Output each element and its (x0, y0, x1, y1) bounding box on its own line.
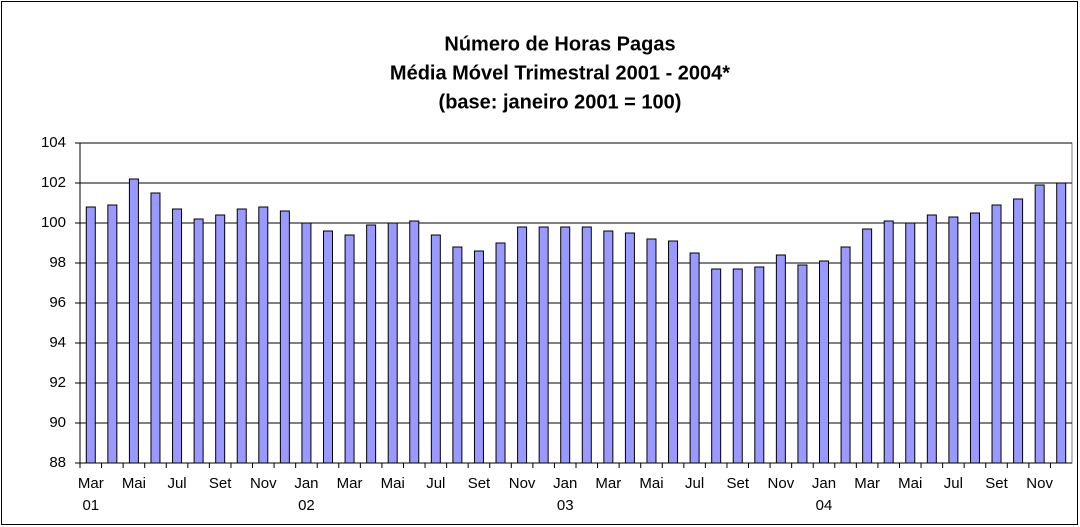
y-tick-label: 90 (49, 414, 66, 431)
bar (1013, 198, 1024, 464)
x-tick-label: Mar (78, 475, 104, 492)
bar (279, 210, 290, 464)
bar (711, 268, 722, 464)
bar (538, 226, 549, 464)
bar (85, 206, 96, 464)
chart-title: Número de Horas Pagas (444, 33, 675, 55)
bar (452, 246, 463, 464)
bar (689, 252, 700, 464)
x-tick-label: Jul (944, 475, 963, 492)
bar (517, 226, 528, 464)
chart-subtitle: Média Móvel Trimestral 2001 - 2004* (390, 62, 730, 84)
bar (387, 222, 398, 464)
bar (128, 178, 139, 464)
x-tick-label: Mar (595, 475, 621, 492)
y-tick-label: 94 (49, 334, 66, 351)
bar (797, 264, 808, 464)
bar (150, 192, 161, 464)
bar (969, 212, 980, 464)
x-tick-label: Jul (167, 475, 186, 492)
x-tick-label: Set (985, 475, 1008, 492)
bar (775, 254, 786, 464)
bar (193, 218, 204, 464)
bar (991, 204, 1002, 464)
x-tick-label: Mai (898, 475, 922, 492)
bar (236, 208, 247, 464)
bar (819, 260, 829, 464)
x-tick-label: Jul (685, 475, 704, 492)
x-tick-label: 03 (557, 497, 574, 514)
bar (1056, 182, 1067, 464)
bar (603, 230, 614, 464)
chart-subtitle: (base: janeiro 2001 = 100) (439, 91, 682, 113)
y-tick-label: 98 (49, 254, 66, 271)
x-tick-label: Jan (812, 475, 836, 492)
x-tick-label: Nov (1026, 475, 1053, 492)
y-tick-label: 102 (41, 174, 66, 191)
bar (560, 226, 571, 464)
bar (409, 220, 420, 464)
bar (344, 234, 355, 464)
bar (948, 216, 959, 464)
bar (215, 214, 226, 464)
x-tick-label: Mai (639, 475, 663, 492)
x-tick-label: Set (468, 475, 491, 492)
x-tick-label: Jan (553, 475, 577, 492)
bar (366, 224, 377, 464)
bar (926, 214, 937, 464)
x-tick-label: Nov (509, 475, 536, 492)
bar (754, 266, 765, 464)
bar (172, 208, 183, 464)
x-tick-label: Set (726, 475, 749, 492)
x-tick-label: 01 (82, 497, 99, 514)
x-tick-label: Mai (381, 475, 405, 492)
bar (883, 220, 894, 464)
bar (1034, 184, 1045, 464)
bar (323, 230, 333, 464)
y-tick-label: 104 (41, 134, 66, 151)
x-tick-label: Nov (768, 475, 795, 492)
bar (905, 222, 916, 464)
bar (862, 228, 873, 464)
y-tick-label: 88 (49, 454, 66, 471)
y-tick-label: 96 (49, 294, 66, 311)
bar (732, 268, 743, 464)
bar (107, 204, 118, 464)
x-tick-label: Mar (337, 475, 363, 492)
x-tick-label: Mai (122, 475, 146, 492)
x-tick-label: Nov (250, 475, 277, 492)
bar (581, 226, 592, 464)
y-tick-label: 100 (41, 214, 66, 231)
bar (840, 246, 851, 464)
y-tick-label: 92 (49, 374, 66, 391)
bar (473, 250, 484, 464)
bar (646, 238, 657, 464)
x-tick-label: Jan (294, 475, 318, 492)
x-tick-label: 02 (298, 497, 315, 514)
bar (668, 240, 679, 464)
bar (495, 242, 506, 464)
bar (258, 206, 269, 464)
bar (624, 232, 635, 464)
x-tick-label: Jul (426, 475, 445, 492)
bar (430, 234, 441, 464)
x-tick-label: 04 (816, 497, 833, 514)
bar (301, 222, 312, 464)
x-tick-label: Mar (854, 475, 880, 492)
x-tick-label: Set (209, 475, 232, 492)
